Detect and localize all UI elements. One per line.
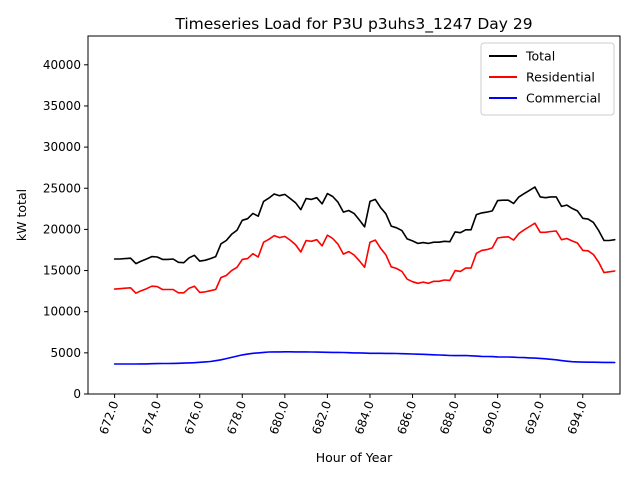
- y-tick-label: 5000: [50, 346, 81, 360]
- y-tick-label: 30000: [43, 140, 81, 154]
- series-layer: [113, 186, 616, 365]
- y-tick-label: 40000: [43, 58, 81, 72]
- x-axis-label: Hour of Year: [316, 450, 393, 465]
- y-tick-label: 25000: [43, 181, 81, 195]
- legend-label-total: Total: [525, 49, 555, 64]
- legend: Total Residential Commercial: [480, 42, 615, 116]
- y-tick-label: 20000: [43, 222, 81, 236]
- chart-title: Timeseries Load for P3U p3uhs3_1247 Day …: [174, 15, 532, 34]
- y-tick-label: 10000: [43, 305, 81, 319]
- legend-label-commercial: Commercial: [526, 91, 601, 106]
- y-tick-label: 35000: [43, 99, 81, 113]
- series-line-total: [113, 186, 616, 265]
- series-line-residential: [113, 222, 616, 295]
- y-tick-label: 15000: [43, 264, 81, 278]
- plot-frame: [87, 35, 621, 395]
- y-tick-label: 0: [73, 387, 81, 401]
- legend-label-residential: Residential: [526, 70, 595, 85]
- y-axis-label: kW total: [14, 189, 29, 241]
- y-axis: 0 5000 10000 15000 20000 25000 30000 35000 40000: [43, 58, 88, 401]
- series-line-commercial: [113, 350, 616, 365]
